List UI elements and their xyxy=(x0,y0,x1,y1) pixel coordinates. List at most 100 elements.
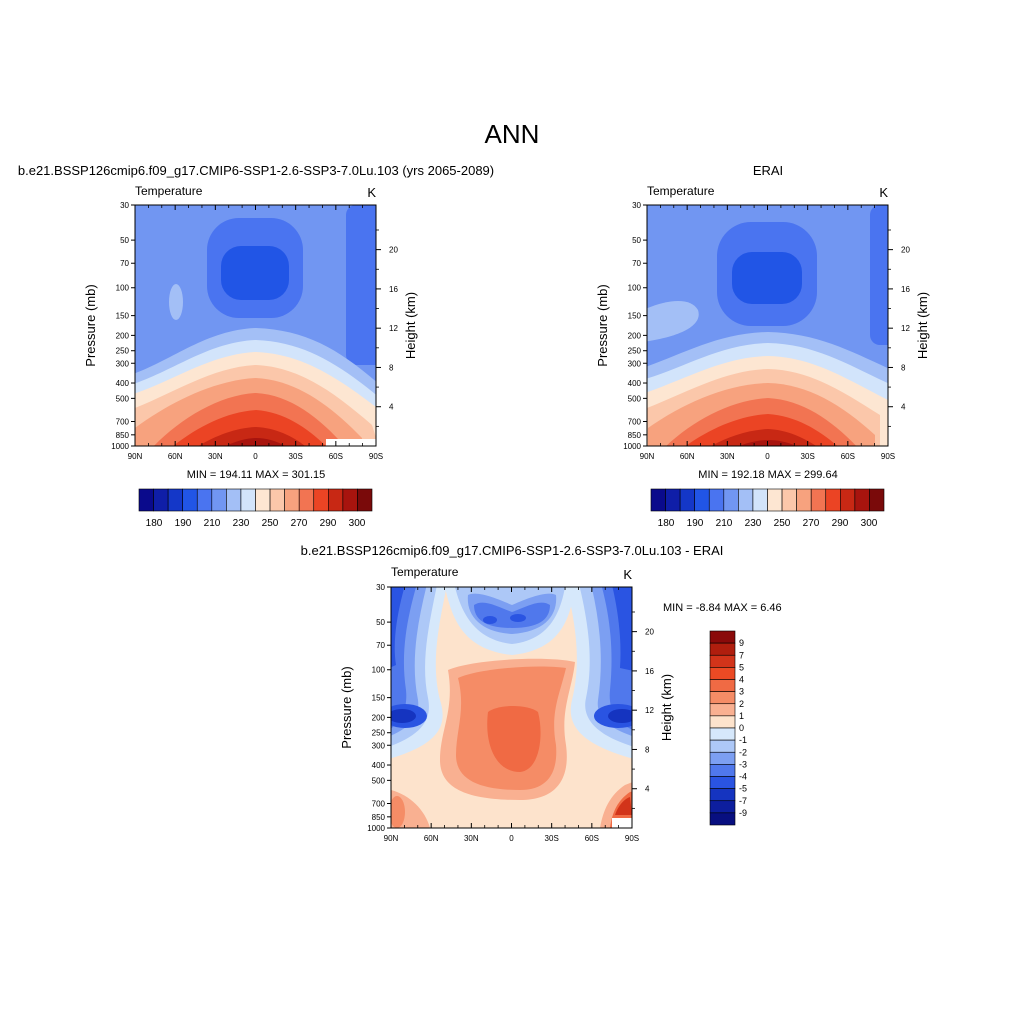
y-axis-title: Pressure (mb) xyxy=(339,666,354,748)
y-tick-label: 250 xyxy=(372,729,386,738)
colorbar-label: 9 xyxy=(739,638,744,648)
y-tick-label: 100 xyxy=(116,284,130,293)
colorbar-label: 210 xyxy=(204,518,221,529)
colorbar-swatch xyxy=(196,488,213,512)
y-right-tick-label: 12 xyxy=(389,324,398,333)
colorbar-label: 210 xyxy=(716,518,733,529)
y-axis-title: Pressure (mb) xyxy=(83,284,98,366)
right-label: K xyxy=(623,567,632,582)
panel-model: b.e21.BSSP126cmip6.f09_g17.CMIP6-SSP1-2.… xyxy=(18,163,494,529)
y-right-axis-title: Height (km) xyxy=(403,292,418,359)
colorbar-swatch xyxy=(709,703,736,717)
contour-band-warm-8 xyxy=(615,797,632,815)
colorbar-label: 300 xyxy=(861,518,878,529)
contour-band-strat-5 xyxy=(483,616,497,624)
colorbar-swatch xyxy=(738,488,754,512)
y-tick-label: 400 xyxy=(116,379,130,388)
colorbar-swatch xyxy=(869,488,885,512)
colorbar-swatch xyxy=(767,488,783,512)
y-right-axis-title: Height (km) xyxy=(659,674,674,741)
figure-title: ANN xyxy=(485,119,540,149)
colorbar-swatch xyxy=(167,488,183,512)
stats-label: MIN = -8.84 MAX = 6.46 xyxy=(663,602,782,614)
stats-label: MIN = 192.18 MAX = 299.64 xyxy=(698,469,837,481)
y-tick-label: 300 xyxy=(372,741,386,750)
contour-band-8 xyxy=(198,427,306,446)
colorbar-swatch xyxy=(694,488,710,512)
colorbar: 9 7 5 4 3 2 1 0 -1 -2 -3 -4 -5 -7 -9 xyxy=(709,630,747,826)
axes: 90N 60N 30N 0 30S 60S 90S 30 50 70 100 150 200 250 300… xyxy=(339,583,674,843)
contour-band-north-jet-2 xyxy=(391,709,416,723)
y-right-tick-label: 4 xyxy=(901,403,906,412)
x-tick-label: 0 xyxy=(253,452,258,461)
y-right-tick-label: 16 xyxy=(389,285,398,294)
colorbar-label: -1 xyxy=(739,735,747,745)
x-tick-label: 30S xyxy=(545,834,559,843)
colorbar-swatch xyxy=(781,488,797,512)
right-label: K xyxy=(367,185,376,200)
y-tick-label: 50 xyxy=(376,618,385,627)
contour-field xyxy=(391,587,632,828)
panel-obs: ERAI Temperature K 90N 60N 30N 0 30S 60S 90S 30… xyxy=(595,163,930,529)
missing-data-patch xyxy=(326,439,376,446)
colorbar-label: 2 xyxy=(739,699,744,709)
colorbar-swatch xyxy=(284,488,300,512)
missing-data-patch xyxy=(612,818,632,828)
y-right-tick-label: 4 xyxy=(645,785,650,794)
y-tick-label: 70 xyxy=(376,641,385,650)
colorbar-swatch xyxy=(709,630,736,644)
y-right-tick-label: 16 xyxy=(901,285,910,294)
stats-label: MIN = 194.11 MAX = 301.15 xyxy=(187,469,326,481)
colorbar-label: -2 xyxy=(739,747,747,757)
x-tick-label: 60N xyxy=(424,834,439,843)
colorbar-swatch xyxy=(709,751,736,765)
colorbar-swatch xyxy=(752,488,768,512)
left-label: Temperature xyxy=(135,184,203,198)
colorbar-label: -4 xyxy=(739,772,747,782)
colorbar-swatch xyxy=(709,776,736,789)
y-right-axis-title: Height (km) xyxy=(915,292,930,359)
axes: 90N 60N 30N 0 30S 60S 90S 30 50 70 100 150 200 250 300… xyxy=(83,201,418,461)
y-tick-label: 50 xyxy=(632,236,641,245)
colorbar-swatch xyxy=(708,488,725,512)
colorbar-label: 4 xyxy=(739,675,744,685)
y-tick-label: 150 xyxy=(628,312,642,321)
x-tick-label: 90N xyxy=(128,452,143,461)
colorbar-swatch xyxy=(298,488,315,512)
colorbar-swatch xyxy=(328,488,344,512)
panel-title: b.e21.BSSP126cmip6.f09_g17.CMIP6-SSP1-2.… xyxy=(301,543,724,558)
axes: 90N 60N 30N 0 30S 60S 90S 30 50 70 100 150 200 250 300… xyxy=(595,201,930,461)
colorbar-swatch xyxy=(650,488,666,512)
colorbar-swatch xyxy=(709,667,736,680)
y-tick-label: 70 xyxy=(632,259,641,268)
colorbar-label: 190 xyxy=(175,518,192,529)
y-tick-label: 70 xyxy=(120,259,129,268)
contour-band-small-patch xyxy=(169,284,183,320)
y-tick-label: 250 xyxy=(628,347,642,356)
colorbar-swatch xyxy=(709,642,736,656)
colorbar-label: 7 xyxy=(739,650,744,660)
contour-band-south-jet-2 xyxy=(608,709,632,723)
y-tick-label: 30 xyxy=(376,583,385,592)
x-tick-label: 30N xyxy=(208,452,223,461)
contour-band-warm-5 xyxy=(391,796,405,828)
contour-field xyxy=(135,205,376,446)
colorbar-label: -3 xyxy=(739,759,747,769)
y-tick-label: 850 xyxy=(628,431,642,440)
contour-band-north-cold-5 xyxy=(391,587,405,668)
x-tick-label: 90S xyxy=(881,452,895,461)
x-tick-label: 90S xyxy=(369,452,383,461)
y-tick-label: 500 xyxy=(372,776,386,785)
contour-band-right-edge xyxy=(870,205,888,345)
contour-band-north-cold-4 xyxy=(391,587,417,729)
panel-difference: b.e21.BSSP126cmip6.f09_g17.CMIP6-SSP1-2.… xyxy=(301,543,782,843)
left-label: Temperature xyxy=(391,565,459,579)
contour-field xyxy=(647,205,888,446)
colorbar-swatch xyxy=(153,488,169,512)
y-right-tick-label: 16 xyxy=(645,667,654,676)
colorbar-swatch xyxy=(211,488,227,512)
x-tick-label: 60N xyxy=(168,452,183,461)
contour-band-small-patch xyxy=(647,300,699,342)
contour-band-strat-6 xyxy=(510,614,526,622)
y-tick-label: 850 xyxy=(116,431,130,440)
